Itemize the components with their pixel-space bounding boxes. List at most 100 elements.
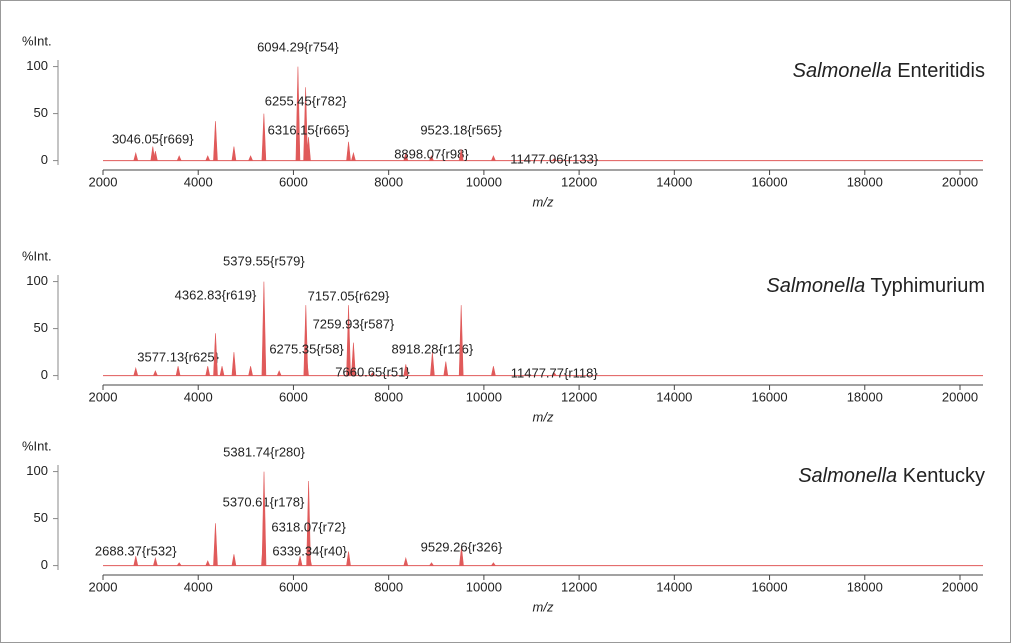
peak — [403, 556, 409, 566]
peak — [430, 352, 435, 376]
serovar: Typhimurium — [871, 275, 985, 297]
peak — [133, 151, 139, 161]
peak — [261, 113, 267, 161]
peak — [428, 155, 434, 161]
x-tick-label: 12000 — [561, 174, 597, 189]
peak — [459, 546, 464, 566]
peak-label: 7660.65{r51} — [335, 364, 410, 379]
peak — [443, 361, 449, 376]
peak — [490, 155, 496, 161]
peak-label: 11477.06{r133} — [510, 151, 599, 166]
x-tick-label: 14000 — [656, 389, 692, 404]
peak — [213, 333, 218, 376]
y-tick-label: 50 — [34, 510, 48, 525]
x-tick-label: 20000 — [942, 389, 978, 404]
x-tick-label: 10000 — [466, 389, 502, 404]
y-axis-label: %Int. — [22, 438, 52, 453]
peak — [261, 281, 267, 376]
peak-label: 5379.55{r579} — [223, 253, 305, 268]
peak-label: 9529.26{r326} — [421, 539, 503, 554]
peak — [490, 562, 496, 566]
x-tick-label: 2000 — [89, 174, 118, 189]
x-tick-label: 20000 — [942, 174, 978, 189]
peak — [346, 551, 351, 566]
serovar: Enteritidis — [897, 60, 985, 82]
x-tick-label: 2000 — [89, 389, 118, 404]
x-tick-label: 18000 — [847, 389, 883, 404]
genus: Salmonella — [793, 60, 892, 82]
peak — [295, 66, 301, 161]
spectrum-panel: 0 50 100 2000 4000 6000 8000 10000 12000 14000 160… — [22, 33, 985, 209]
peak — [351, 151, 356, 161]
peak — [297, 556, 303, 566]
panel-title: Salmonella Kentucky — [798, 465, 985, 487]
peak — [304, 356, 309, 376]
x-tick-label: 6000 — [279, 174, 308, 189]
y-axis-label: %Int. — [22, 248, 52, 263]
peak — [458, 305, 464, 376]
y-tick-label: 50 — [34, 105, 48, 120]
peak-label: 6318.07{r72} — [271, 519, 346, 534]
peak — [213, 121, 218, 161]
y-tick-label: 50 — [34, 320, 48, 335]
x-tick-label: 12000 — [561, 579, 597, 594]
peak-label: 6339.34{r40} — [272, 543, 347, 558]
peak — [133, 366, 139, 376]
peak — [403, 151, 409, 161]
peak — [428, 562, 435, 566]
x-axis-label: m/z — [533, 194, 554, 209]
peak — [231, 554, 237, 566]
peak-label: 9523.18{r565} — [420, 122, 502, 137]
x-tick-label: 6000 — [279, 389, 308, 404]
y-axis-label: %Int. — [22, 33, 52, 48]
peak — [351, 342, 356, 376]
x-tick-label: 14000 — [656, 174, 692, 189]
peak — [205, 366, 211, 376]
y-tick-label: 100 — [26, 463, 48, 478]
x-tick-label: 16000 — [751, 389, 787, 404]
genus: Salmonella — [798, 465, 897, 487]
peak — [213, 523, 218, 566]
peak — [231, 146, 237, 161]
peak-label: 8898.07{r98} — [394, 146, 469, 161]
genus: Salmonella — [766, 275, 865, 297]
peak-label: 6255.45{r782} — [265, 93, 347, 108]
peak — [261, 471, 267, 566]
peak-label: 6316.15{r665} — [268, 122, 350, 137]
peak-label: 11477.77{r118} — [511, 365, 599, 380]
x-tick-label: 8000 — [374, 174, 403, 189]
peak-label: 6275.35{r58} — [269, 341, 344, 356]
peak — [231, 352, 237, 376]
panel-title: Salmonella Typhimurium — [766, 275, 985, 297]
x-tick-label: 10000 — [466, 174, 502, 189]
peak — [551, 372, 557, 376]
peak — [205, 560, 211, 566]
peak — [306, 137, 311, 161]
peak — [176, 155, 182, 161]
peak — [491, 366, 496, 376]
peak — [133, 556, 139, 566]
peak — [205, 155, 211, 161]
x-tick-label: 8000 — [374, 389, 403, 404]
peak — [219, 366, 225, 376]
peak-label: 7157.05{r629} — [308, 288, 390, 303]
x-tick-label: 16000 — [751, 579, 787, 594]
peak — [369, 372, 376, 376]
peak — [551, 158, 557, 161]
x-axis-label: m/z — [533, 409, 554, 424]
peak — [153, 151, 158, 161]
x-tick-label: 12000 — [561, 389, 597, 404]
peak-label: 3046.05{r669} — [112, 131, 194, 146]
y-tick-label: 0 — [41, 152, 48, 167]
y-tick-label: 0 — [41, 367, 48, 382]
peak — [248, 366, 253, 376]
peak-label: 5381.74{r280} — [223, 444, 305, 459]
x-tick-label: 4000 — [184, 174, 213, 189]
x-tick-label: 10000 — [466, 579, 502, 594]
x-tick-label: 20000 — [942, 579, 978, 594]
peak — [458, 149, 464, 161]
peak-label: 4362.83{r619} — [175, 287, 257, 302]
x-tick-label: 18000 — [847, 174, 883, 189]
